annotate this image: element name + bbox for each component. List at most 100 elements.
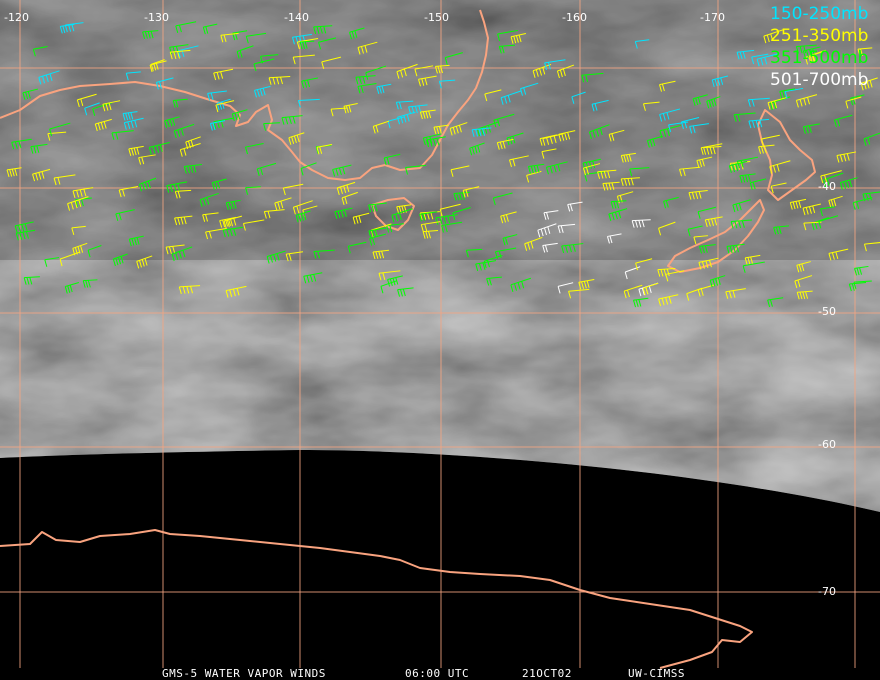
- barb-flag: [319, 26, 323, 34]
- barb-staff: [343, 102, 358, 107]
- barb-flag: [530, 165, 534, 174]
- barb-flag: [732, 245, 736, 253]
- barb-staff: [119, 185, 139, 191]
- barb-flag: [253, 63, 257, 72]
- wind-barb: [123, 117, 144, 130]
- barb-flag: [59, 26, 63, 34]
- barb-flag: [130, 120, 134, 129]
- barb-flag: [309, 274, 313, 283]
- barb-flag: [277, 201, 281, 210]
- wind-barb: [862, 191, 880, 202]
- barb-flag: [679, 169, 683, 177]
- wind-barb: [387, 116, 405, 129]
- barb-flag: [193, 165, 197, 173]
- barb-flag: [242, 223, 246, 231]
- barb-flag: [665, 200, 669, 208]
- wind-barb: [433, 124, 449, 135]
- barb-flag: [94, 123, 98, 132]
- barb-flag: [703, 147, 707, 155]
- barb-flag: [770, 101, 774, 109]
- barb-flag: [155, 82, 159, 90]
- barb-staff: [463, 186, 480, 191]
- barb-flag: [210, 92, 214, 101]
- barb-flag: [773, 227, 777, 235]
- wind-barb: [87, 245, 102, 258]
- barb-flag: [169, 184, 173, 193]
- wind-barb: [820, 170, 842, 184]
- barb-flag: [355, 77, 359, 85]
- barb-flag: [557, 164, 561, 172]
- barb-staff: [705, 216, 723, 221]
- barb-flag: [802, 291, 806, 299]
- barb-flag: [633, 300, 636, 308]
- antarctica-coast: [0, 529, 753, 669]
- barb-flag: [526, 175, 530, 183]
- barb-flag: [830, 199, 834, 207]
- wind-barb: [581, 72, 604, 83]
- barb-flag: [426, 137, 429, 145]
- barb-staff: [739, 173, 756, 177]
- longitude-label: -170: [700, 11, 725, 24]
- wind-barb: [396, 63, 418, 79]
- barb-staff: [785, 87, 804, 93]
- wind-barb: [136, 255, 153, 269]
- barb-staff: [659, 80, 676, 86]
- barb-staff: [54, 174, 76, 179]
- barb-flag: [499, 141, 503, 150]
- barb-flag: [488, 278, 492, 286]
- wind-barb: [736, 49, 755, 60]
- barb-staff: [658, 294, 679, 300]
- barb-staff: [633, 297, 649, 301]
- barb-staff: [245, 186, 261, 189]
- barb-flag: [313, 26, 317, 35]
- barb-flag: [288, 253, 292, 261]
- barb-flag: [717, 277, 721, 285]
- barb-flag: [770, 33, 774, 41]
- barb-flag: [69, 284, 73, 293]
- wind-barb: [779, 88, 796, 99]
- barb-flag: [818, 221, 822, 229]
- barb-flag: [544, 62, 548, 70]
- barb-flag: [437, 66, 441, 74]
- wind-barb: [642, 101, 660, 111]
- barb-flag: [744, 257, 748, 265]
- barb-flag: [71, 24, 75, 32]
- barb-flag: [397, 289, 401, 297]
- barb-staff: [731, 219, 752, 222]
- barb-flag: [642, 288, 646, 296]
- wind-barb: [172, 98, 188, 108]
- barb-flag: [541, 151, 545, 159]
- barb-flag: [25, 231, 29, 239]
- barb-flag: [778, 226, 782, 234]
- barb-staff: [862, 191, 880, 195]
- barb-staff: [397, 111, 416, 118]
- wind-barb: [688, 190, 708, 200]
- barb-flag: [419, 111, 423, 120]
- barb-staff: [472, 127, 492, 131]
- barb-flag: [600, 171, 604, 179]
- barb-flag: [504, 96, 508, 104]
- barb-flag: [173, 184, 177, 192]
- barb-flag: [624, 271, 628, 280]
- latitude-label: -60: [818, 438, 836, 451]
- barb-flag: [345, 105, 349, 113]
- barb-flag: [128, 148, 132, 157]
- barb-flag: [141, 259, 145, 267]
- barb-flag: [567, 132, 571, 140]
- barb-flag: [182, 250, 186, 258]
- barb-flag: [692, 125, 696, 133]
- barb-flag: [216, 181, 220, 189]
- barb-flag: [658, 228, 662, 236]
- barb-flag: [150, 64, 154, 72]
- barb-flag: [626, 154, 630, 162]
- barb-staff: [581, 72, 604, 76]
- barb-flag: [549, 136, 553, 144]
- wind-barb: [756, 53, 779, 67]
- barb-flag: [474, 146, 478, 154]
- barb-flag: [769, 166, 773, 174]
- wind-barb: [484, 89, 502, 102]
- barb-flag: [760, 58, 764, 66]
- barb-staff: [629, 167, 650, 170]
- barb-staff: [688, 190, 708, 194]
- barb-flag: [492, 197, 496, 206]
